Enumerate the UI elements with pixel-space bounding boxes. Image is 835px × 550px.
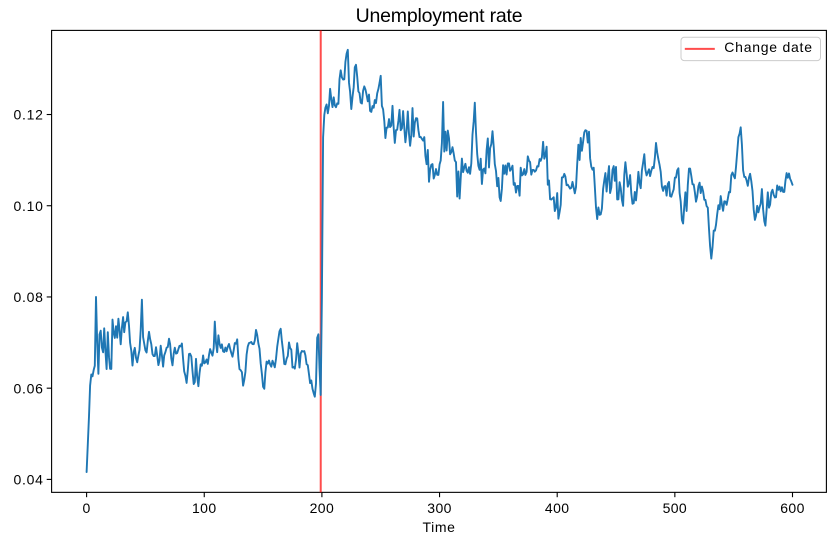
svg-text:0.10: 0.10 <box>14 198 44 214</box>
svg-text:Change date: Change date <box>724 39 812 55</box>
svg-text:0.12: 0.12 <box>14 107 44 123</box>
svg-text:200: 200 <box>310 500 335 516</box>
svg-text:Unemployment rate: Unemployment rate <box>356 5 523 27</box>
svg-text:0: 0 <box>83 500 91 516</box>
svg-text:0.06: 0.06 <box>14 380 44 396</box>
svg-text:0.04: 0.04 <box>14 472 44 488</box>
svg-text:100: 100 <box>192 500 217 516</box>
svg-text:Time: Time <box>423 519 456 535</box>
svg-text:400: 400 <box>545 500 570 516</box>
svg-text:0.08: 0.08 <box>14 289 44 305</box>
svg-text:500: 500 <box>663 500 688 516</box>
svg-text:300: 300 <box>427 500 452 516</box>
svg-text:600: 600 <box>780 500 805 516</box>
